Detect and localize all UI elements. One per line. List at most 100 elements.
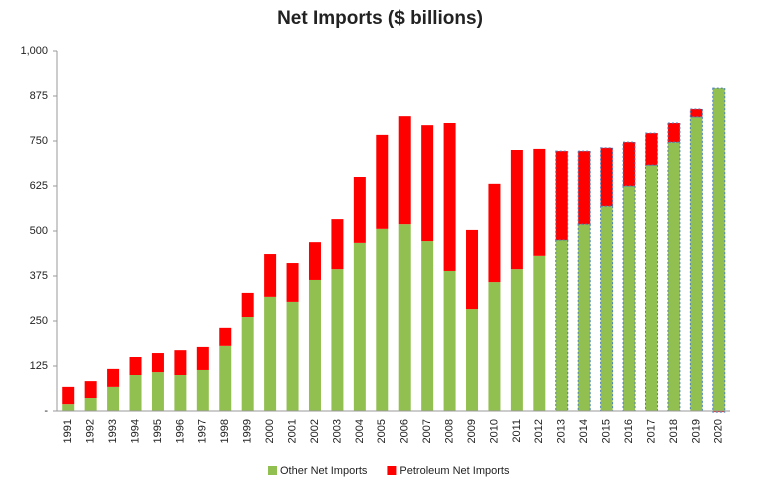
x-tick-label: 2014	[578, 419, 590, 443]
bar-segment	[555, 239, 569, 412]
bar-segment	[62, 386, 75, 405]
bar-segment	[510, 150, 523, 270]
x-tick-label: 2010	[488, 419, 500, 443]
x-tick-label: 2018	[668, 419, 680, 443]
bar-segment	[219, 345, 232, 411]
bar-segment	[62, 404, 75, 411]
bar-segment	[264, 296, 277, 411]
y-tick-label: -	[44, 405, 48, 417]
bar-segment	[286, 263, 299, 302]
bar-segment	[151, 353, 164, 373]
bar-segment	[600, 147, 614, 207]
bar-segment	[241, 317, 254, 411]
x-tick-label: 2001	[286, 419, 298, 443]
bar-segment	[129, 357, 142, 375]
y-tick-label: 875	[30, 90, 48, 102]
bar-segment	[129, 375, 142, 411]
bar-segment	[443, 270, 456, 411]
bar-segment	[151, 372, 164, 411]
x-tick-label: 2008	[443, 419, 455, 443]
x-tick-label: 2016	[623, 419, 635, 443]
bar-segment	[331, 219, 344, 270]
bar-segment	[196, 346, 209, 370]
legend-swatch	[387, 466, 397, 475]
x-tick-label: 2019	[690, 419, 702, 443]
bar-segment	[689, 108, 703, 118]
bar-segment	[577, 223, 591, 412]
x-tick-label: 1997	[197, 419, 209, 443]
x-tick-label: 1994	[129, 419, 141, 443]
x-tick-label: 2017	[645, 419, 657, 443]
legend-label: Other Net Imports	[280, 465, 368, 477]
x-tick-label: 2006	[399, 419, 411, 443]
bar-segment	[331, 269, 344, 411]
bar-segment	[376, 134, 389, 229]
bar-segment	[398, 116, 411, 225]
bar-segment	[466, 309, 479, 411]
bar-segment	[533, 255, 546, 411]
y-tick-label: 250	[30, 315, 48, 327]
legend-label: Petroleum Net Imports	[399, 465, 510, 477]
bar-segment	[219, 327, 232, 346]
bar-segment	[488, 183, 501, 283]
bar-segment	[667, 122, 681, 143]
bar-segment	[644, 164, 658, 412]
bar-segment	[510, 269, 523, 411]
bar-segment	[84, 398, 97, 411]
x-tick-label: 1998	[219, 419, 231, 443]
bar-segment	[308, 242, 321, 280]
legend-swatch	[268, 466, 277, 475]
bar-segment	[421, 241, 434, 411]
bar-segment	[107, 386, 120, 411]
x-tick-label: 2009	[466, 419, 478, 443]
y-tick-label: 750	[30, 135, 48, 147]
x-tick-label: 2020	[713, 419, 725, 443]
bar-segment	[84, 381, 97, 399]
bar-segment	[286, 301, 299, 411]
bar-segment	[353, 242, 366, 411]
x-tick-label: 2002	[309, 419, 321, 443]
bar-segment	[107, 368, 120, 387]
bar-segment	[577, 150, 591, 225]
bar-segment	[398, 224, 411, 411]
bar-segment	[174, 350, 187, 375]
x-tick-label: 2015	[601, 419, 613, 443]
y-tick-label: 375	[30, 270, 48, 282]
y-tick-label: 625	[30, 180, 48, 192]
x-tick-label: 2003	[331, 419, 343, 443]
chart-title: Net Imports ($ billions)	[277, 8, 483, 29]
bar-segment	[555, 150, 569, 241]
x-tick-label: 2004	[354, 419, 366, 443]
x-tick-label: 2011	[511, 419, 523, 443]
bar-segment	[308, 279, 321, 411]
bar-segment	[443, 123, 456, 271]
bar-segment	[353, 177, 366, 243]
x-tick-label: 1993	[107, 419, 119, 443]
bar-segment	[376, 228, 389, 411]
bar-segment	[622, 141, 636, 187]
bar-segment	[712, 87, 726, 412]
bar-segment	[196, 369, 209, 411]
bar-segment	[421, 125, 434, 242]
x-tick-label: 2007	[421, 419, 433, 443]
bar-segment	[264, 254, 277, 297]
x-tick-label: 2012	[533, 419, 545, 443]
y-tick-label: 125	[30, 360, 48, 372]
bar-segment	[667, 141, 681, 412]
bar-segment	[533, 148, 546, 256]
x-tick-label: 1996	[174, 419, 186, 443]
x-tick-label: 1995	[152, 419, 164, 443]
y-tick-label: 1,000	[20, 45, 48, 57]
x-tick-label: 1991	[62, 419, 74, 443]
bar-segment	[241, 292, 254, 318]
x-tick-label: 1992	[85, 419, 97, 443]
x-tick-label: 2000	[264, 419, 276, 443]
bar-segment	[488, 282, 501, 411]
bar-segment	[174, 375, 187, 411]
bar-segment	[689, 116, 703, 412]
bar-segment	[466, 229, 479, 310]
bar-segment	[600, 205, 614, 412]
x-tick-label: 2005	[376, 419, 388, 443]
bar-segment	[644, 132, 658, 166]
